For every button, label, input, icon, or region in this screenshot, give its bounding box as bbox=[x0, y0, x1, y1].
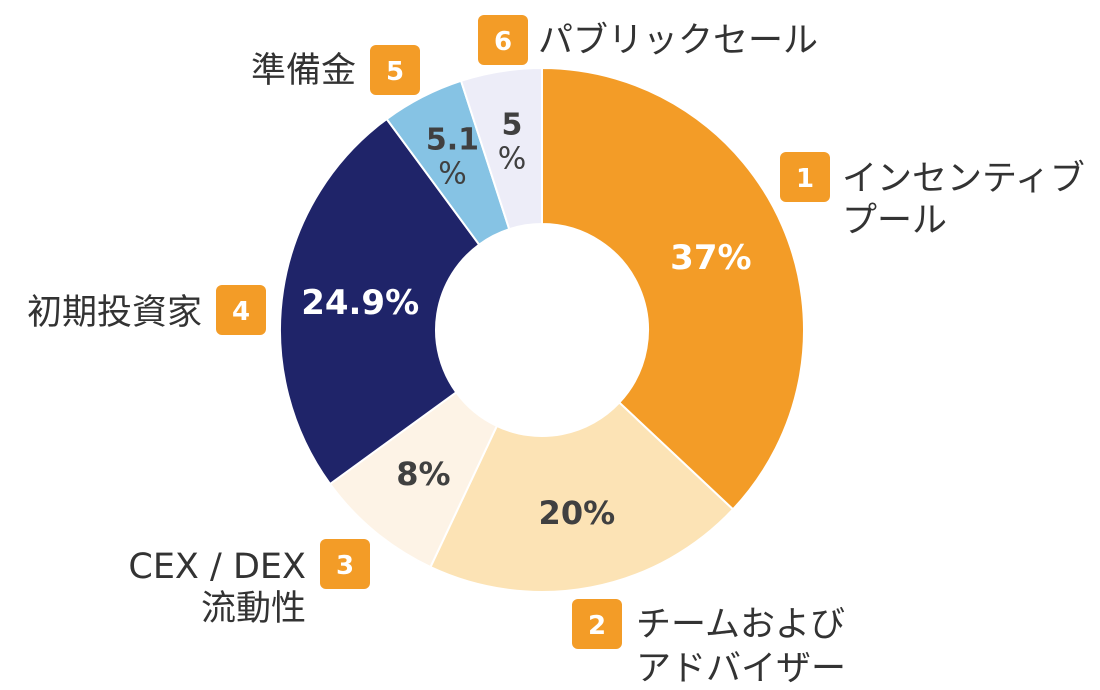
legend-badge bbox=[478, 15, 528, 65]
legend-number: 4 bbox=[232, 297, 250, 327]
legend-number: 3 bbox=[336, 551, 354, 581]
legend-label-line: アドバイザー bbox=[636, 649, 846, 689]
slice-6 bbox=[459, 66, 543, 231]
slices-group bbox=[279, 66, 805, 593]
slice-value-label-6: 5% bbox=[498, 107, 527, 176]
slice-value-label-3: 8% bbox=[396, 455, 450, 493]
legend-number: 2 bbox=[588, 611, 606, 641]
slice-value-label-1: 37% bbox=[670, 238, 751, 278]
legend-number: 6 bbox=[494, 27, 512, 57]
slice-1 bbox=[541, 66, 805, 511]
slice-value-label-4: 24.9% bbox=[301, 283, 419, 323]
slice-value-label-2: 20% bbox=[539, 494, 616, 532]
legend-label-line: インセンティブ bbox=[842, 159, 1085, 199]
legend-number: 5 bbox=[386, 57, 404, 87]
slice-value-label-5: 5.1% bbox=[426, 123, 479, 192]
legend-label-line: 初期投資家 bbox=[27, 293, 202, 333]
legend-badge bbox=[216, 285, 266, 335]
slice-labels-group: 37% 20% 8% 24.9% 5.1 % 5% bbox=[301, 107, 751, 532]
legend-item-4: 4 初期投資家 bbox=[27, 285, 266, 335]
legend-label-line: プール bbox=[842, 201, 947, 241]
legend-item-5: 5 準備金 bbox=[251, 45, 420, 95]
legend-number: 1 bbox=[796, 164, 814, 194]
legend-label-line: 流動性 bbox=[201, 589, 306, 629]
legend-badge bbox=[370, 45, 420, 95]
legend-item-6: 6 パブリックセール bbox=[478, 15, 818, 65]
legend-label-line: チームおよび bbox=[636, 605, 845, 645]
slice-4 bbox=[279, 117, 481, 486]
legend-label-line: CEX / DEX bbox=[128, 547, 306, 587]
legend-badge bbox=[572, 599, 622, 649]
legend-badge bbox=[780, 152, 830, 202]
legend-badge bbox=[320, 539, 370, 589]
legend-label-line: 準備金 bbox=[251, 51, 356, 91]
slice-2 bbox=[429, 401, 735, 593]
legend-label-line: パブリックセール bbox=[538, 21, 818, 61]
